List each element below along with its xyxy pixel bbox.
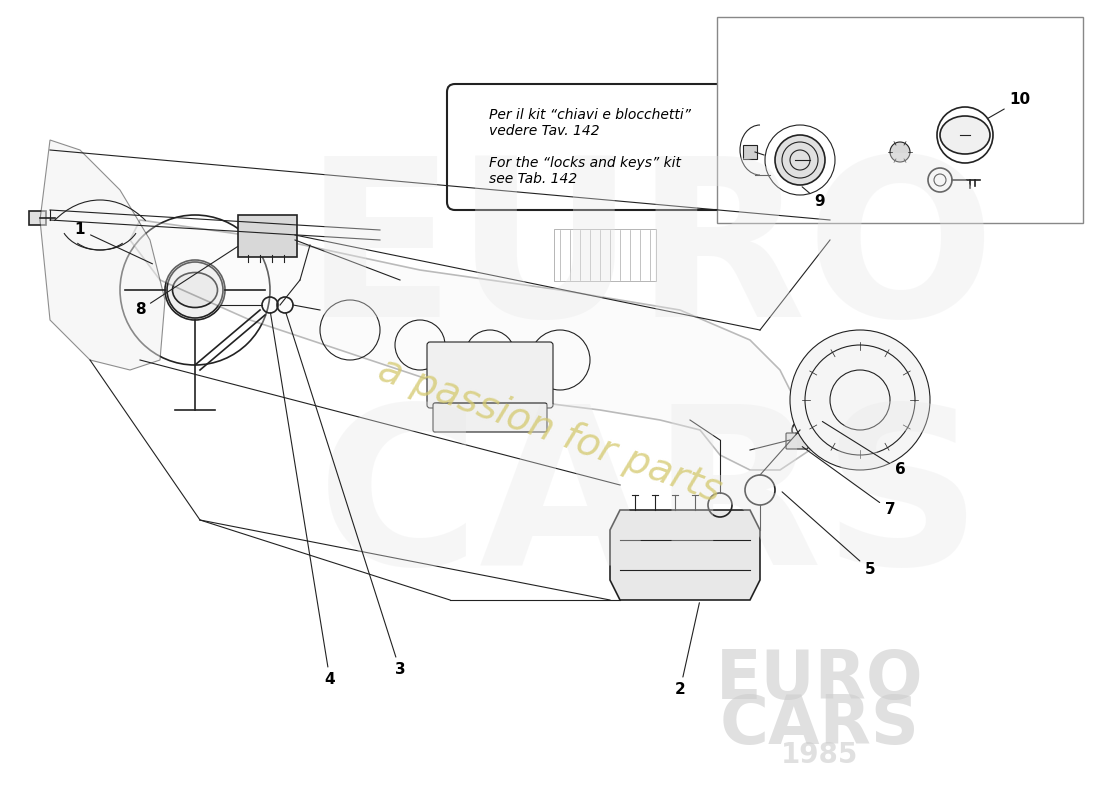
FancyBboxPatch shape [447, 84, 733, 210]
Polygon shape [610, 510, 760, 600]
FancyBboxPatch shape [427, 342, 553, 408]
Ellipse shape [940, 116, 990, 154]
FancyBboxPatch shape [786, 433, 808, 449]
Text: 2: 2 [674, 602, 700, 698]
Text: Per il kit “chiavi e blocchetti”
vedere Tav. 142

For the “locks and keys” kit
s: Per il kit “chiavi e blocchetti” vedere … [490, 108, 691, 186]
Text: EURO
CARS: EURO CARS [304, 149, 997, 611]
Text: a passion for parts: a passion for parts [373, 350, 727, 510]
Circle shape [790, 330, 930, 470]
Polygon shape [40, 140, 165, 370]
FancyBboxPatch shape [29, 211, 46, 225]
Polygon shape [130, 220, 810, 470]
Text: CARS: CARS [720, 692, 920, 758]
Text: 6: 6 [823, 422, 905, 478]
Text: 5: 5 [782, 492, 876, 578]
Text: 7: 7 [802, 446, 895, 518]
Circle shape [167, 262, 223, 318]
Text: 1985: 1985 [781, 741, 859, 769]
Text: 3: 3 [286, 313, 405, 678]
Circle shape [890, 142, 910, 162]
Ellipse shape [173, 273, 218, 307]
FancyBboxPatch shape [238, 215, 297, 257]
Text: EURO: EURO [716, 647, 924, 713]
Text: 8: 8 [134, 246, 238, 318]
Text: 10: 10 [988, 93, 1031, 118]
Text: 4: 4 [271, 313, 336, 687]
Circle shape [776, 135, 825, 185]
Text: 9: 9 [802, 186, 825, 210]
Text: 1: 1 [75, 222, 153, 264]
FancyBboxPatch shape [717, 17, 1084, 223]
FancyBboxPatch shape [433, 403, 547, 432]
FancyBboxPatch shape [742, 145, 757, 159]
